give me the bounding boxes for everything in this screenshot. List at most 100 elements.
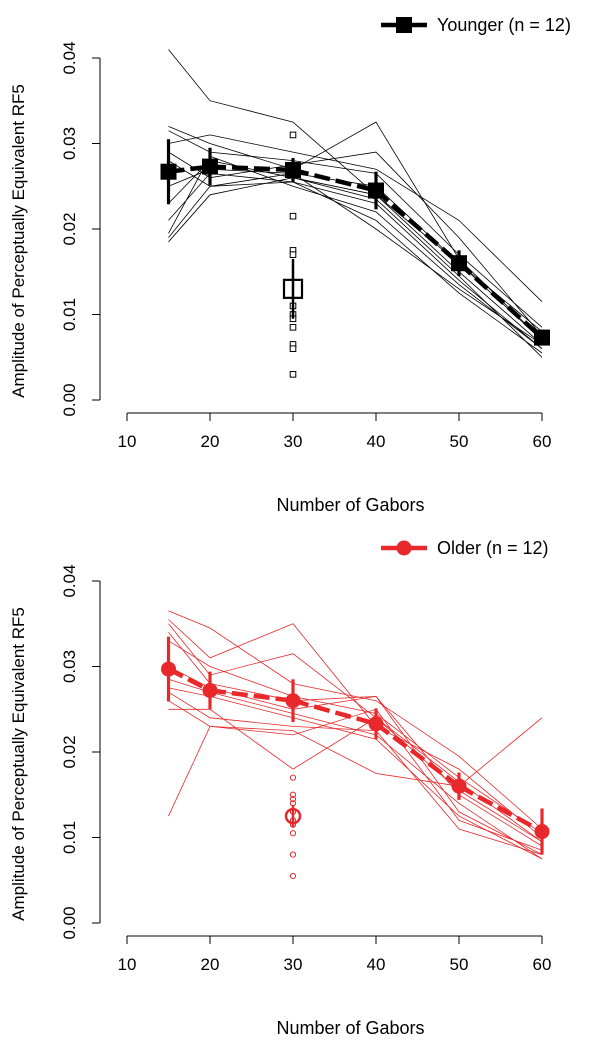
mean-marker-x50	[451, 778, 467, 794]
mean-segment-2	[209, 164, 294, 173]
legend-label: Older (n = 12)	[437, 538, 549, 558]
mean-markers	[161, 661, 550, 840]
condition-point-3	[289, 795, 297, 803]
error-bars	[166, 636, 544, 855]
individual-line-7	[168, 160, 543, 345]
individual-line-4	[168, 632, 543, 847]
individual-line-12	[168, 640, 543, 834]
x-tick-label: 50	[450, 955, 469, 974]
x-tick-label: 30	[284, 432, 303, 451]
mean-marker-x60	[534, 824, 550, 840]
condition-mean	[284, 805, 302, 828]
individual-lines	[168, 610, 543, 860]
x-tick-label: 40	[367, 432, 386, 451]
condition-point-10	[289, 872, 297, 880]
x-tick-label: 20	[201, 432, 220, 451]
axes: 0.00 0.01 0.02 0.03 0.04 10 20 30 40 50 60	[60, 564, 551, 974]
individual-line-6	[168, 168, 543, 341]
y-tick-label: 0.02	[60, 735, 79, 768]
condition-mean	[282, 258, 304, 319]
mean-markers	[160, 158, 550, 346]
mean-marker-x50	[451, 255, 467, 272]
individual-line-4	[168, 130, 543, 328]
mean-marker-x40	[368, 182, 384, 199]
y-tick-label: 0.01	[60, 298, 79, 331]
individual-line-5	[168, 666, 543, 855]
y-tick-label: 0.04	[60, 41, 79, 74]
individual-line-9	[168, 700, 543, 851]
chart-panel-younger: 0.00 0.01 0.02 0.03 0.04 10 20 30 40 50 60 Younger…	[9, 15, 571, 515]
individual-line-8	[168, 691, 543, 855]
axes: 0.00 0.01 0.02 0.03 0.04 10 20 30 40 50 60	[60, 41, 551, 451]
mean-segment-1	[167, 667, 212, 693]
y-axis-label: Amplitude of Perceptually Equivalent RF5	[9, 84, 28, 398]
x-tick-label: 50	[450, 432, 469, 451]
individual-line-10	[168, 708, 543, 843]
condition-point-8	[289, 324, 297, 331]
individual-line-11	[168, 177, 543, 358]
x-tick-label: 20	[201, 955, 220, 974]
mean-line	[167, 667, 544, 834]
individual-lines	[168, 49, 543, 358]
mean-segment-5	[457, 261, 544, 340]
chart-panel-older: 0.00 0.01 0.02 0.03 0.04 10 20 30 40 50 60 Older (…	[9, 538, 551, 1038]
mean-marker-x15	[161, 661, 176, 677]
mean-segment-4	[374, 188, 461, 265]
individual-line-2	[168, 121, 543, 341]
condition-point-8	[289, 830, 297, 837]
mean-marker-x15	[160, 163, 177, 180]
individual-line-3	[168, 134, 543, 302]
mean-marker-x30	[285, 693, 301, 709]
individual-line-1	[168, 610, 543, 830]
condition-mean-marker	[284, 807, 302, 825]
x-tick-label: 60	[533, 432, 552, 451]
x-axis-label: Number of Gabors	[276, 495, 424, 515]
mean-marker-x30	[285, 162, 301, 179]
x-tick-label: 30	[284, 955, 303, 974]
condition-point-2	[289, 212, 297, 220]
condition-point-9	[289, 851, 297, 858]
individual-line-7	[168, 687, 543, 860]
mean-marker-x40	[368, 716, 384, 732]
individual-line-2	[168, 619, 543, 838]
individual-line-11	[168, 717, 543, 817]
y-tick-label: 0.04	[60, 564, 79, 597]
individual-line-3	[168, 623, 543, 843]
condition-point-4	[289, 251, 297, 258]
individual-line-8	[168, 172, 543, 350]
condition-point-1	[289, 774, 297, 781]
mean-segment-2	[209, 688, 294, 703]
y-tick-label: 0.02	[60, 212, 79, 245]
y-tick-label: 0.03	[60, 650, 79, 683]
y-tick-label: 0.00	[60, 906, 79, 939]
individual-line-5	[168, 151, 543, 337]
condition-point-11	[289, 371, 297, 378]
individual-line-6	[168, 678, 543, 860]
y-tick-label: 0.00	[60, 383, 79, 416]
x-tick-label: 10	[118, 955, 137, 974]
legend-marker	[396, 17, 412, 33]
individual-line-12	[168, 160, 543, 345]
condition-point-10	[289, 345, 297, 352]
condition-mean-marker	[282, 278, 304, 299]
mean-line	[168, 164, 544, 340]
y-tick-label: 0.03	[60, 127, 79, 160]
mean-segment-3	[292, 167, 377, 193]
x-tick-label: 40	[367, 955, 386, 974]
legend-marker-circle	[396, 540, 412, 556]
mean-marker-x20	[202, 158, 218, 175]
x-tick-label: 60	[533, 955, 552, 974]
legend-label: Younger (n = 12)	[437, 15, 571, 35]
mean-segment-4	[374, 721, 461, 788]
legend-marker-square	[396, 17, 412, 33]
mean-marker-x60	[534, 329, 550, 346]
individual-line-10	[168, 181, 543, 354]
y-axis-label: Amplitude of Perceptually Equivalent RF5	[9, 607, 28, 921]
condition-point-1	[289, 131, 297, 139]
condition-point-2	[289, 791, 297, 798]
x-tick-label: 10	[118, 432, 137, 451]
legend: Younger (n = 12)	[381, 15, 571, 35]
y-tick-label: 0.01	[60, 821, 79, 854]
legend: Older (n = 12)	[381, 538, 549, 558]
